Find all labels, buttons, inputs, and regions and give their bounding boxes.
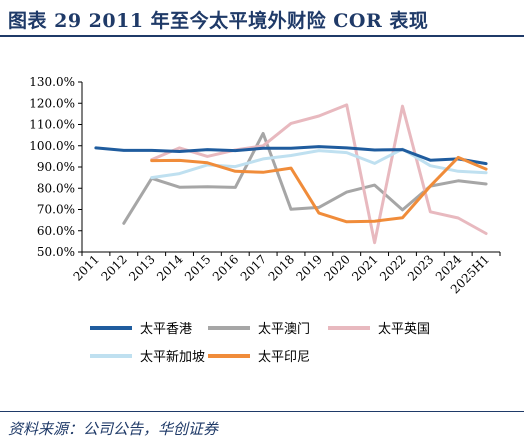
x-tick-label: 2011 [71, 252, 102, 283]
legend-label: 太平印尼 [258, 350, 310, 365]
x-tick-label: 2023 [405, 252, 436, 283]
y-tick-label: 70.0% [37, 203, 75, 217]
legend-label: 太平香港 [140, 322, 192, 337]
y-tick-label: 100.0% [29, 139, 75, 153]
legend-item: 太平印尼 [208, 350, 310, 365]
series-line [150, 155, 488, 224]
legend-item: 太平新加坡 [90, 349, 205, 365]
legend-label: 太平英国 [378, 322, 430, 337]
x-tick-label: 2016 [210, 252, 241, 283]
x-tick-label: 2022 [377, 252, 408, 283]
series-line [150, 147, 488, 180]
x-tick-label: 2020 [321, 252, 352, 283]
y-tick-label: 80.0% [37, 181, 75, 195]
footer-divider [0, 411, 524, 412]
legend-item: 太平澳门 [208, 321, 310, 337]
y-tick-label: 130.0% [29, 75, 75, 89]
chart-series-lines [94, 103, 488, 245]
x-tick-label: 2015 [182, 252, 213, 283]
legend-label: 太平澳门 [258, 321, 310, 337]
x-tick-label: 2018 [266, 252, 297, 283]
x-tick-label: 2014 [154, 252, 186, 284]
y-tick-label: 50.0% [37, 245, 75, 259]
source-note: 资料来源：公司公告，华创证券 [8, 420, 219, 438]
y-tick-label: 120.0% [29, 96, 75, 110]
legend-item: 太平香港 [90, 322, 192, 337]
y-tick-label: 110.0% [29, 118, 75, 132]
cor-line-chart: 50.0% 60.0% 70.0% 80.0% 90.0% 100.0% 110.0% 120… [29, 75, 501, 365]
x-tick-label: 2012 [98, 252, 129, 283]
series-line [150, 103, 488, 245]
legend-item: 太平英国 [328, 322, 430, 337]
x-tick-label: 2013 [126, 252, 157, 283]
title-divider [0, 35, 524, 37]
page-title: 图表 29 2011 年至今太平境外财险 COR 表现 [8, 10, 429, 32]
y-tick-label: 90.0% [37, 160, 75, 174]
title-bar: 图表 29 2011 年至今太平境外财险 COR 表现 [0, 0, 524, 40]
series-line [94, 145, 488, 166]
x-tick-label: 2017 [238, 252, 269, 283]
x-tick-label: 2019 [293, 252, 324, 283]
y-tick-label: 60.0% [37, 224, 75, 238]
x-tick-label: 2021 [349, 252, 380, 283]
legend-label: 太平新加坡 [140, 349, 205, 365]
